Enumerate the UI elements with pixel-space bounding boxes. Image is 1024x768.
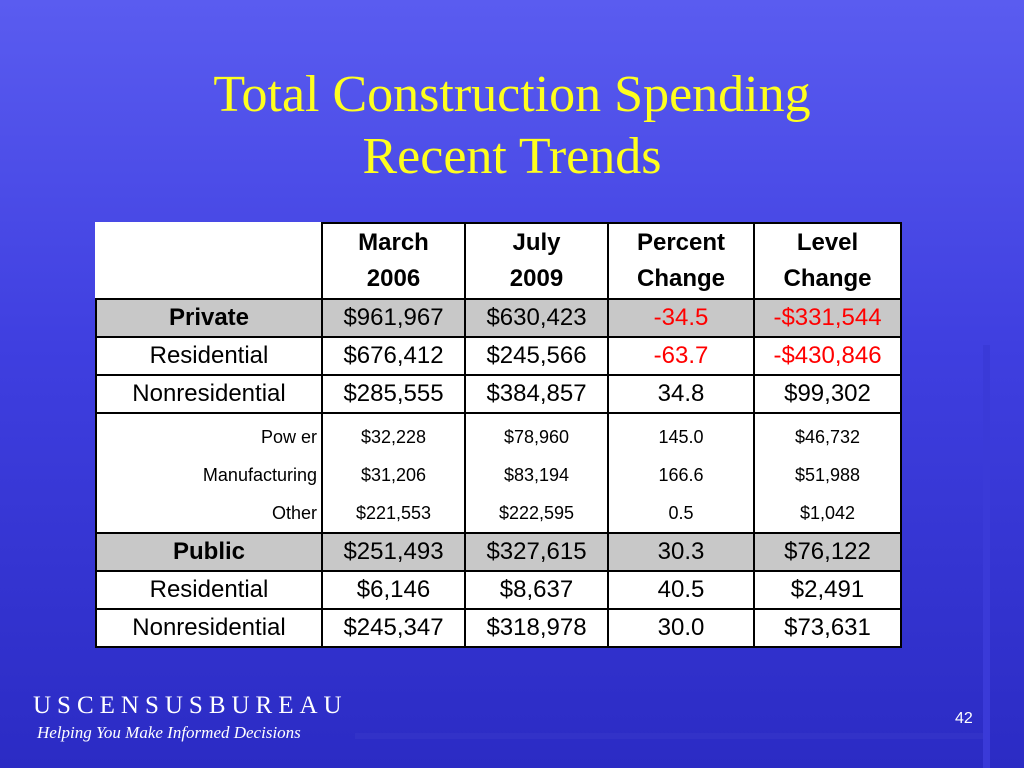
table-cell: -63.7 (607, 336, 755, 376)
table-row-power: Pow er $32,228 $78,960 145.0 $46,732 (95, 412, 902, 456)
table-cell: $1,042 (753, 494, 902, 534)
header-level-change: Level Change (753, 222, 902, 300)
table-cell: $46,732 (753, 412, 902, 456)
title-line-2: Recent Trends (362, 128, 662, 185)
table-cell: $222,595 (464, 494, 609, 534)
slide-title: Total Construction Spending Recent Trend… (0, 64, 1024, 188)
table-cell: $251,493 (321, 532, 466, 572)
table-cell: $221,553 (321, 494, 466, 534)
table-cell: 40.5 (607, 570, 755, 610)
tagline: Helping You Make Informed Decisions (37, 723, 301, 742)
row-label: Private (95, 298, 323, 338)
table-cell: 145.0 (607, 412, 755, 456)
table-cell: $76,122 (753, 532, 902, 572)
header-march-2006: March 2006 (321, 222, 466, 300)
table-row-private-nonresidential: Nonresidential $285,555 $384,857 34.8 $9… (95, 374, 902, 414)
table-cell: $73,631 (753, 608, 902, 648)
table-cell: $32,228 (321, 412, 466, 456)
table-cell: $31,206 (321, 456, 466, 494)
table-row-private: Private $961,967 $630,423 -34.5 -$331,54… (95, 298, 902, 338)
table-cell: $384,857 (464, 374, 609, 414)
decorative-divider (983, 345, 990, 768)
table-row-public-residential: Residential $6,146 $8,637 40.5 $2,491 (95, 570, 902, 610)
header-july-2009: July 2009 (464, 222, 609, 300)
table-cell: $676,412 (321, 336, 466, 376)
table-cell: $318,978 (464, 608, 609, 648)
table-cell: -34.5 (607, 298, 755, 338)
table-cell: $83,194 (464, 456, 609, 494)
table-cell: $99,302 (753, 374, 902, 414)
footer-divider (355, 733, 983, 739)
row-label: Nonresidential (95, 374, 323, 414)
header-blank-cell (95, 222, 323, 300)
table-cell: 30.0 (607, 608, 755, 648)
table-cell: $245,566 (464, 336, 609, 376)
table-cell: -$331,544 (753, 298, 902, 338)
row-label: Other (95, 494, 323, 534)
table-cell: $961,967 (321, 298, 466, 338)
census-bureau-logo: USCENSUSBUREAU (33, 692, 348, 719)
title-line-1: Total Construction Spending (213, 66, 811, 123)
table-cell: $285,555 (321, 374, 466, 414)
page-number: 42 (955, 710, 973, 727)
table-row-private-residential: Residential $676,412 $245,566 -63.7 -$43… (95, 336, 902, 376)
table-cell: $8,637 (464, 570, 609, 610)
table-cell: 0.5 (607, 494, 755, 534)
row-label: Residential (95, 570, 323, 610)
table-row-public-nonresidential: Nonresidential $245,347 $318,978 30.0 $7… (95, 608, 902, 648)
table-cell: $630,423 (464, 298, 609, 338)
row-label: Residential (95, 336, 323, 376)
spending-table: March 2006 July 2009 Percent Change Level Ch… (95, 222, 902, 648)
table-cell: $2,491 (753, 570, 902, 610)
table-cell: 30.3 (607, 532, 755, 572)
table-cell: $51,988 (753, 456, 902, 494)
header-percent-change: Percent Change (607, 222, 755, 300)
row-label: Public (95, 532, 323, 572)
table-row-other: Other $221,553 $222,595 0.5 $1,042 (95, 494, 902, 534)
table-cell: $327,615 (464, 532, 609, 572)
table-cell: $245,347 (321, 608, 466, 648)
table-cell: 166.6 (607, 456, 755, 494)
table-cell: -$430,846 (753, 336, 902, 376)
table-cell: $6,146 (321, 570, 466, 610)
row-label: Pow er (95, 412, 323, 456)
table-row-public: Public $251,493 $327,615 30.3 $76,122 (95, 532, 902, 572)
header-row: March 2006 July 2009 Percent Change Level Ch… (95, 222, 902, 300)
row-label: Manufacturing (95, 456, 323, 494)
table-cell: $78,960 (464, 412, 609, 456)
table-row-manufacturing: Manufacturing $31,206 $83,194 166.6 $51,… (95, 456, 902, 494)
row-label: Nonresidential (95, 608, 323, 648)
table-cell: 34.8 (607, 374, 755, 414)
